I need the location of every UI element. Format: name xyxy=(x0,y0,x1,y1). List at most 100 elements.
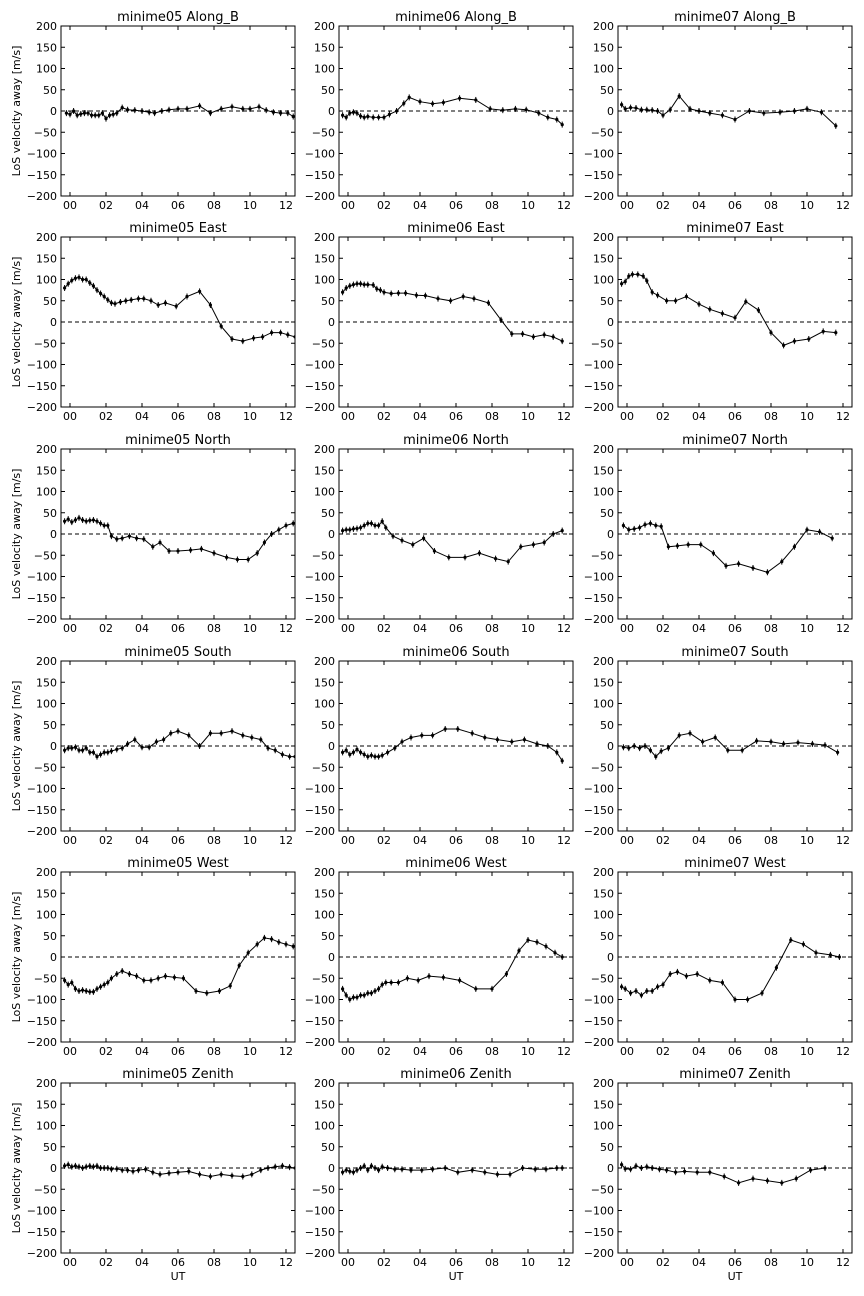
y-tick-label: −100 xyxy=(584,783,614,796)
x-tick-label: 00 xyxy=(341,199,355,212)
data-point xyxy=(828,953,833,957)
data-point xyxy=(668,972,672,976)
x-tick-label: 10 xyxy=(243,834,257,847)
y-tick-label: 0 xyxy=(607,316,614,329)
data-point xyxy=(66,983,70,987)
data-point xyxy=(115,972,119,976)
plot-frame xyxy=(60,236,296,408)
data-point xyxy=(384,526,388,530)
x-tick-label: 08 xyxy=(207,1045,221,1058)
data-point xyxy=(733,997,737,1002)
data-point xyxy=(726,748,730,752)
data-point xyxy=(355,282,359,286)
data-point xyxy=(120,536,124,540)
data-point xyxy=(458,978,462,982)
x-tick-label: 00 xyxy=(63,1045,77,1058)
data-point xyxy=(780,560,784,564)
data-layer xyxy=(620,1161,827,1186)
data-point xyxy=(380,1165,384,1169)
y-tick-label: 100 xyxy=(593,1120,614,1133)
x-tick-label: 08 xyxy=(764,1256,778,1269)
x-tick-label: 12 xyxy=(557,622,571,635)
data-point xyxy=(560,529,564,533)
y-tick-label: 200 xyxy=(314,655,335,668)
data-point xyxy=(111,112,115,116)
y-tick-label: 150 xyxy=(314,464,335,477)
data-point xyxy=(91,990,95,994)
data-layer xyxy=(620,93,838,129)
data-point xyxy=(648,748,653,752)
plot-frame xyxy=(60,1082,296,1254)
series-line xyxy=(342,520,563,563)
y-tick-label: 0 xyxy=(328,740,335,753)
data-point xyxy=(699,543,703,547)
data-point xyxy=(131,1169,135,1173)
y-axis-label: LoS velocity away [m/s] xyxy=(10,469,23,600)
x-tick-label: 06 xyxy=(728,622,742,635)
x-tick-label: 10 xyxy=(521,1256,535,1269)
data-point xyxy=(657,1167,662,1171)
data-point xyxy=(638,746,642,750)
data-point xyxy=(423,294,427,298)
data-point xyxy=(81,277,85,282)
data-point xyxy=(621,745,626,749)
data-point xyxy=(235,557,239,562)
y-tick-label: 0 xyxy=(50,951,57,964)
data-point xyxy=(133,108,137,112)
data-point xyxy=(217,989,221,993)
data-point xyxy=(136,1168,140,1172)
panel-title: minime07 Zenith xyxy=(679,1067,791,1082)
data-point xyxy=(270,937,274,941)
data-point xyxy=(668,108,672,112)
y-tick-label: −100 xyxy=(305,994,335,1007)
data-point xyxy=(279,111,283,115)
data-point xyxy=(409,1168,413,1172)
data-point xyxy=(262,540,266,545)
y-tick-label: 200 xyxy=(314,866,335,879)
data-point xyxy=(88,1164,92,1168)
data-point xyxy=(109,749,113,753)
data-point xyxy=(199,547,203,551)
x-tick-label: 00 xyxy=(63,410,77,423)
data-point xyxy=(542,540,546,545)
y-tick-label: 150 xyxy=(36,887,57,900)
data-point xyxy=(208,731,212,735)
y-tick-label: −150 xyxy=(584,380,614,393)
data-point xyxy=(273,748,277,752)
x-tick-label: 02 xyxy=(99,1256,113,1269)
data-point xyxy=(108,113,112,117)
data-point xyxy=(147,110,151,114)
data-point xyxy=(677,733,681,737)
data-point xyxy=(782,343,786,347)
y-tick-label: 100 xyxy=(593,63,614,76)
data-point xyxy=(189,548,193,552)
data-point xyxy=(248,107,252,111)
x-tick-label: 00 xyxy=(620,1256,634,1269)
data-point xyxy=(147,745,151,749)
data-point xyxy=(369,521,373,525)
x-tick-label: 02 xyxy=(656,834,670,847)
data-point xyxy=(720,980,725,985)
data-point xyxy=(400,1167,404,1171)
data-point xyxy=(792,339,797,343)
series-line xyxy=(621,273,836,346)
data-point xyxy=(420,733,424,737)
data-point xyxy=(746,997,750,1002)
data-point xyxy=(355,995,359,999)
data-point xyxy=(708,111,712,115)
data-point xyxy=(641,274,645,278)
data-point xyxy=(519,545,523,549)
x-tick-label: 06 xyxy=(728,199,742,212)
data-point xyxy=(176,107,180,111)
data-point xyxy=(807,337,811,341)
data-point xyxy=(259,738,263,742)
y-tick-label: −100 xyxy=(305,783,335,796)
series-line xyxy=(623,522,833,573)
data-point xyxy=(650,108,654,112)
data-point xyxy=(255,942,259,946)
data-point xyxy=(351,1170,355,1174)
panel: minime05 West 200 150 100 50 0 −50 −100 −150 −200… xyxy=(10,856,296,1058)
data-point xyxy=(99,752,103,757)
data-point xyxy=(341,1170,345,1174)
x-tick-label: 00 xyxy=(63,622,77,635)
